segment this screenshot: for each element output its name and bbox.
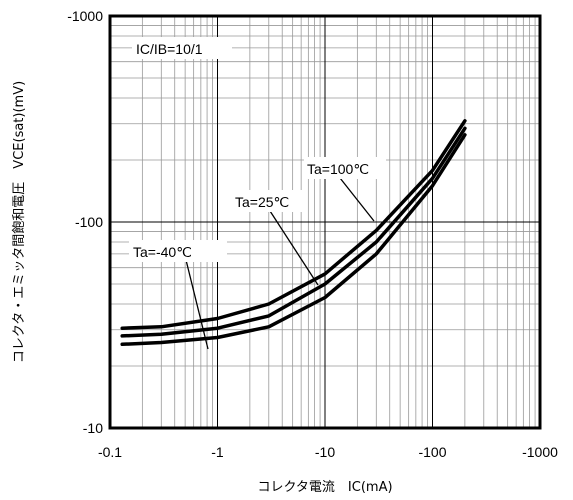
major-grid	[110, 16, 540, 428]
series-line-2	[120, 133, 467, 347]
series-labels: Ta=100℃ Ta=25℃ Ta=-40℃	[129, 157, 386, 350]
y-tick-label: -10	[83, 420, 103, 436]
series-label-bg-ta25	[231, 190, 305, 212]
series-lines	[120, 119, 467, 347]
series-label-ta100: Ta=100℃	[307, 161, 369, 177]
y-tick-label: -100	[75, 214, 103, 230]
leader-line-ta100	[339, 177, 375, 222]
x-tick-label: -1	[211, 444, 224, 460]
plot-frame	[108, 14, 542, 430]
series-line-1	[120, 126, 467, 338]
condition-label: IC/IB=10/1	[136, 41, 203, 57]
leader-line-ta25	[269, 210, 319, 286]
x-tick-label: -100	[418, 444, 446, 460]
x-tick-labels: -0.1 -1 -10 -100 -1000	[98, 444, 558, 460]
series-label-bg-ta100	[304, 157, 386, 179]
x-axis-title: コレクタ電流 IC(mA)	[257, 480, 392, 495]
y-axis-title: コレクタ・エミッタ間飽和電圧 VCE(sat)(mV)	[12, 81, 27, 363]
series-label-ta25: Ta=25℃	[235, 194, 289, 210]
condition-label-bg	[132, 37, 232, 59]
y-tick-labels: -1000 -100 -10	[67, 8, 103, 436]
x-tick-label: -1000	[522, 444, 558, 460]
series-label-ta-40: Ta=-40℃	[133, 244, 192, 260]
x-tick-label: -10	[315, 444, 335, 460]
y-tick-label: -1000	[67, 8, 103, 24]
series-line-0	[120, 119, 467, 330]
x-tick-label: -0.1	[98, 444, 122, 460]
leader-line-ta-40	[185, 259, 209, 350]
series-label-bg-ta-40	[129, 240, 227, 262]
